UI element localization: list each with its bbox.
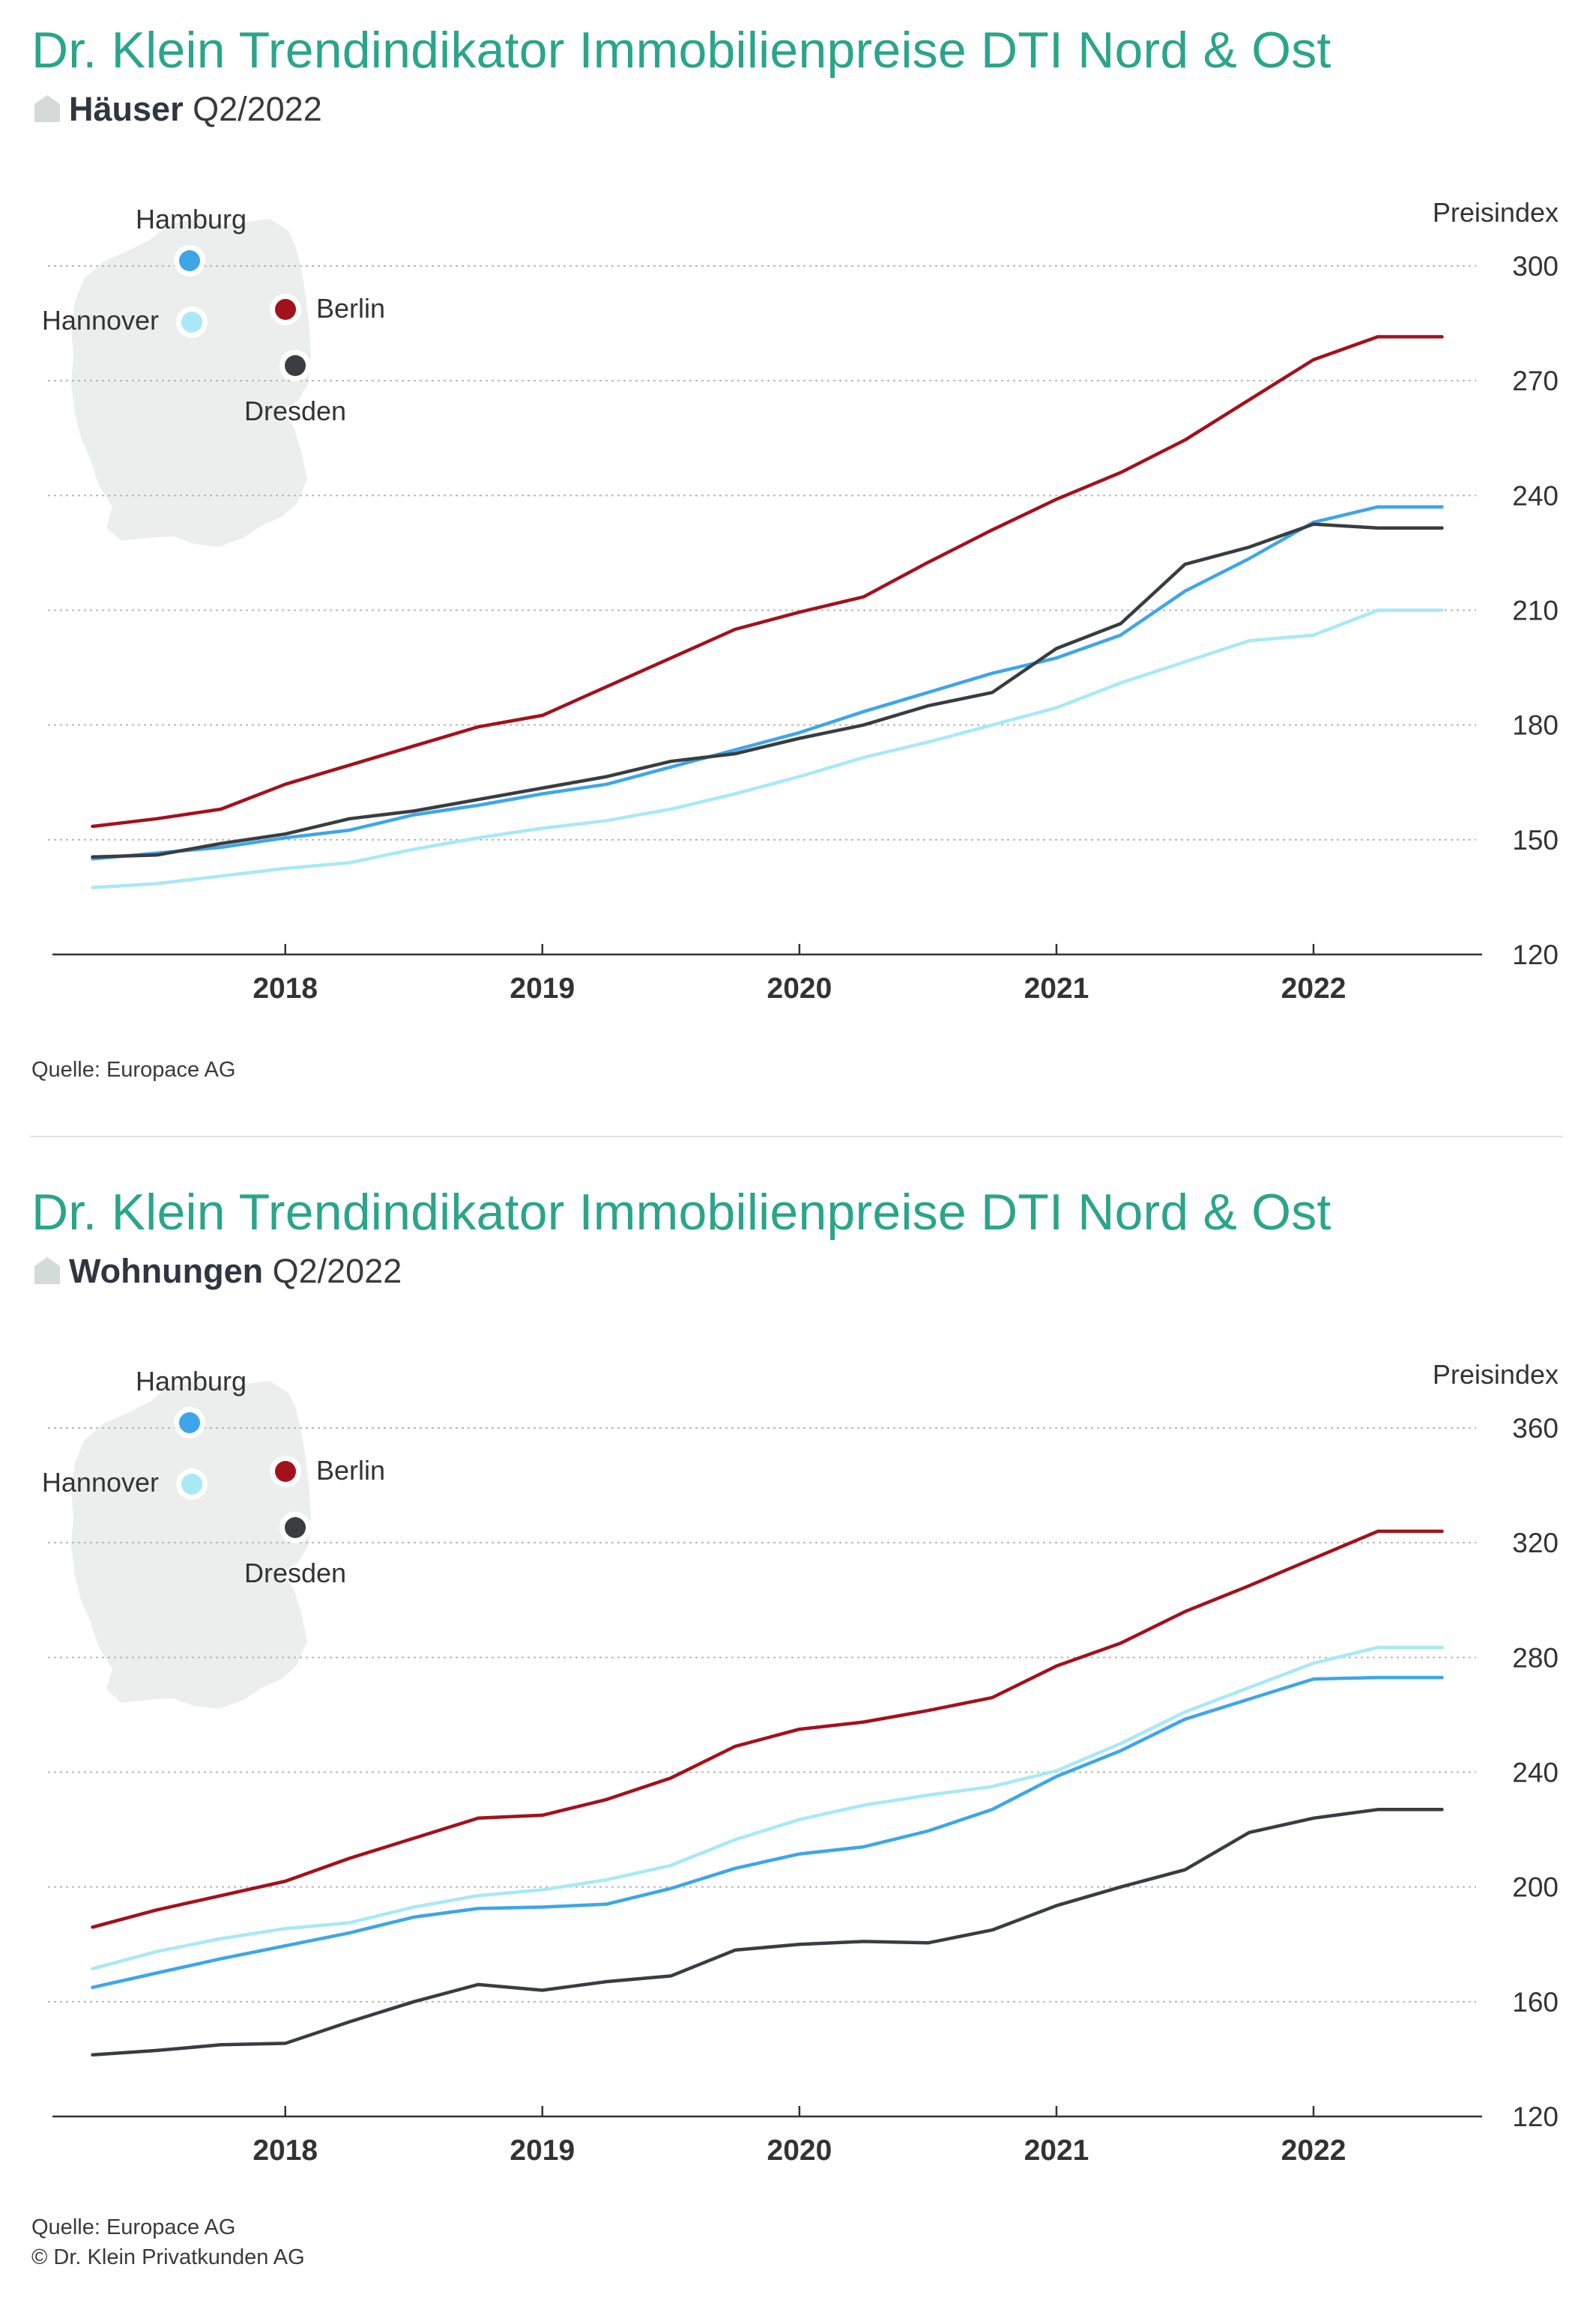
x-tick-label: 2021	[1024, 972, 1089, 1005]
line-chart-haeuser: 120 150 180 210 240 270 300 Preisindex 2018 2019 2…	[42, 197, 1559, 1005]
series-line-dresden	[91, 522, 1444, 859]
marker-hannover-icon	[181, 312, 202, 333]
city-label-berlin: Berlin	[316, 293, 385, 324]
y-tick-label: 180	[1512, 710, 1559, 741]
y-tick-label: 300	[1512, 251, 1559, 282]
y-tick-label: 160	[1512, 1987, 1559, 2018]
x-tick-label: 2019	[510, 2134, 575, 2167]
subtitle-category: Wohnungen	[69, 1252, 264, 1290]
x-tick-label: 2022	[1281, 972, 1346, 1005]
subtitle-period: Q2/2022	[263, 1252, 402, 1290]
x-tick-label: 2018	[253, 2134, 318, 2167]
y-tick-label: 270	[1512, 366, 1559, 396]
x-tick-label: 2019	[510, 972, 575, 1005]
y-tick-label: 120	[1512, 2101, 1559, 2132]
germany-map-icon	[71, 1381, 311, 1709]
chart-title: Dr. Klein Trendindikator Immobilienpreis…	[31, 22, 1331, 79]
series-line-hannover	[91, 1645, 1444, 1971]
y-tick-label: 200	[1512, 1872, 1559, 1903]
marker-hamburg-icon	[179, 250, 200, 271]
y-tick-label: 320	[1512, 1528, 1559, 1558]
panel-divider	[30, 1136, 1563, 1137]
y-tick-label: 240	[1512, 480, 1559, 511]
y-axis-title: Preisindex	[1433, 1359, 1559, 1390]
chart-subtitle: Wohnungen Q2/2022	[33, 1252, 402, 1291]
marker-hannover-icon	[181, 1474, 202, 1495]
city-label-hamburg: Hamburg	[136, 1366, 247, 1396]
subtitle-period: Q2/2022	[183, 90, 322, 128]
city-label-hannover: Hannover	[42, 305, 159, 336]
y-tick-label: 240	[1512, 1758, 1559, 1788]
source-note: Quelle: Europace AG	[31, 1055, 235, 1085]
x-tick-label: 2020	[767, 972, 832, 1005]
x-tick-label: 2018	[253, 972, 318, 1005]
source-note: Quelle: Europace AG © Dr. Klein Privatku…	[31, 2212, 305, 2272]
source-line: Quelle: Europace AG	[31, 1058, 236, 1082]
panel-haeuser: Dr. Klein Trendindikator Immobilienpreis…	[30, 22, 1563, 1137]
marker-dresden-icon	[285, 1517, 306, 1538]
series-line-dresden	[91, 1808, 1444, 2057]
house-icon	[34, 95, 60, 122]
city-label-berlin: Berlin	[316, 1455, 385, 1486]
city-label-hannover: Hannover	[42, 1467, 159, 1498]
marker-berlin-icon	[275, 1461, 296, 1482]
x-tick-label: 2022	[1281, 2134, 1346, 2167]
marker-dresden-icon	[285, 355, 306, 376]
city-label-hamburg: Hamburg	[136, 204, 247, 234]
series-line-berlin	[91, 335, 1444, 829]
series-line-berlin	[91, 1529, 1444, 1929]
city-label-dresden: Dresden	[244, 396, 346, 426]
chart-subtitle: Häuser Q2/2022	[33, 90, 322, 129]
y-tick-label: 150	[1512, 825, 1559, 856]
marker-berlin-icon	[275, 299, 296, 320]
chart-title: Dr. Klein Trendindikator Immobilienpreis…	[31, 1184, 1331, 1241]
series-line-hannover	[91, 608, 1444, 889]
source-line: Quelle: Europace AG	[31, 2215, 236, 2239]
y-axis-title: Preisindex	[1433, 197, 1559, 228]
series-line-hamburg	[91, 505, 1444, 861]
y-tick-label: 120	[1512, 939, 1559, 970]
panel-wohnungen: Dr. Klein Trendindikator Immobilienpreis…	[0, 1162, 1593, 2324]
x-tick-label: 2020	[767, 2134, 832, 2167]
city-label-dresden: Dresden	[244, 1558, 346, 1588]
subtitle-category: Häuser	[69, 90, 184, 128]
series-line-hamburg	[91, 1675, 1444, 1989]
y-tick-label: 280	[1512, 1642, 1559, 1673]
x-tick-label: 2021	[1024, 2134, 1089, 2167]
germany-map-icon	[71, 219, 311, 547]
apartment-icon	[34, 1257, 60, 1284]
line-chart-wohnungen: 120 160 200 240 280 320 360 Preisindex 2018 2019 2…	[42, 1359, 1559, 2167]
y-tick-label: 360	[1512, 1413, 1559, 1444]
copyright-line: © Dr. Klein Privatkunden AG	[31, 2245, 305, 2269]
marker-hamburg-icon	[179, 1412, 200, 1433]
y-tick-label: 210	[1512, 596, 1559, 626]
